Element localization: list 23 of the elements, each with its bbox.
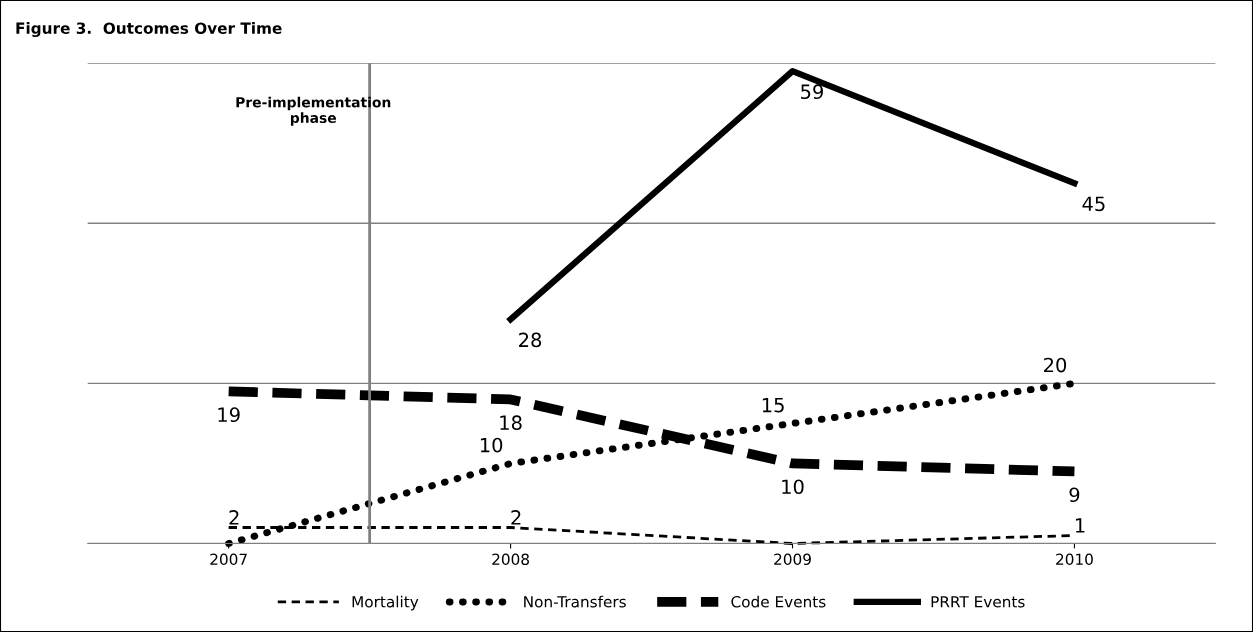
data-label: 28: [519, 332, 542, 348]
legend-label: Mortality: [352, 595, 419, 611]
x-tick-label: 2010: [1056, 553, 1093, 566]
legend-label: Non-Transfers: [524, 595, 626, 608]
legend-label: Code Events: [731, 595, 826, 608]
data-label: 59: [801, 84, 823, 100]
x-tick-label: 2009: [774, 553, 811, 566]
data-label: 1: [1075, 518, 1085, 533]
x-tick-label: 2007: [210, 553, 247, 566]
legend-label: PRRT Events: [931, 596, 1025, 608]
data-label: 2: [229, 510, 239, 525]
data-label: 19: [218, 407, 240, 423]
chart-title: Figure 3. Outcomes Over Time: [16, 22, 282, 38]
data-label: 10: [480, 437, 503, 453]
data-label: 18: [500, 415, 522, 431]
ref-line-label: Pre-implementation phase: [236, 96, 391, 126]
data-label: 20: [1044, 357, 1067, 373]
data-label: 15: [762, 397, 784, 413]
data-label: 9: [1069, 487, 1080, 503]
data-label: 2: [511, 510, 521, 525]
data-label: 10: [782, 479, 804, 495]
x-tick-label: 2008: [492, 553, 529, 566]
data-label: 45: [1082, 196, 1105, 212]
